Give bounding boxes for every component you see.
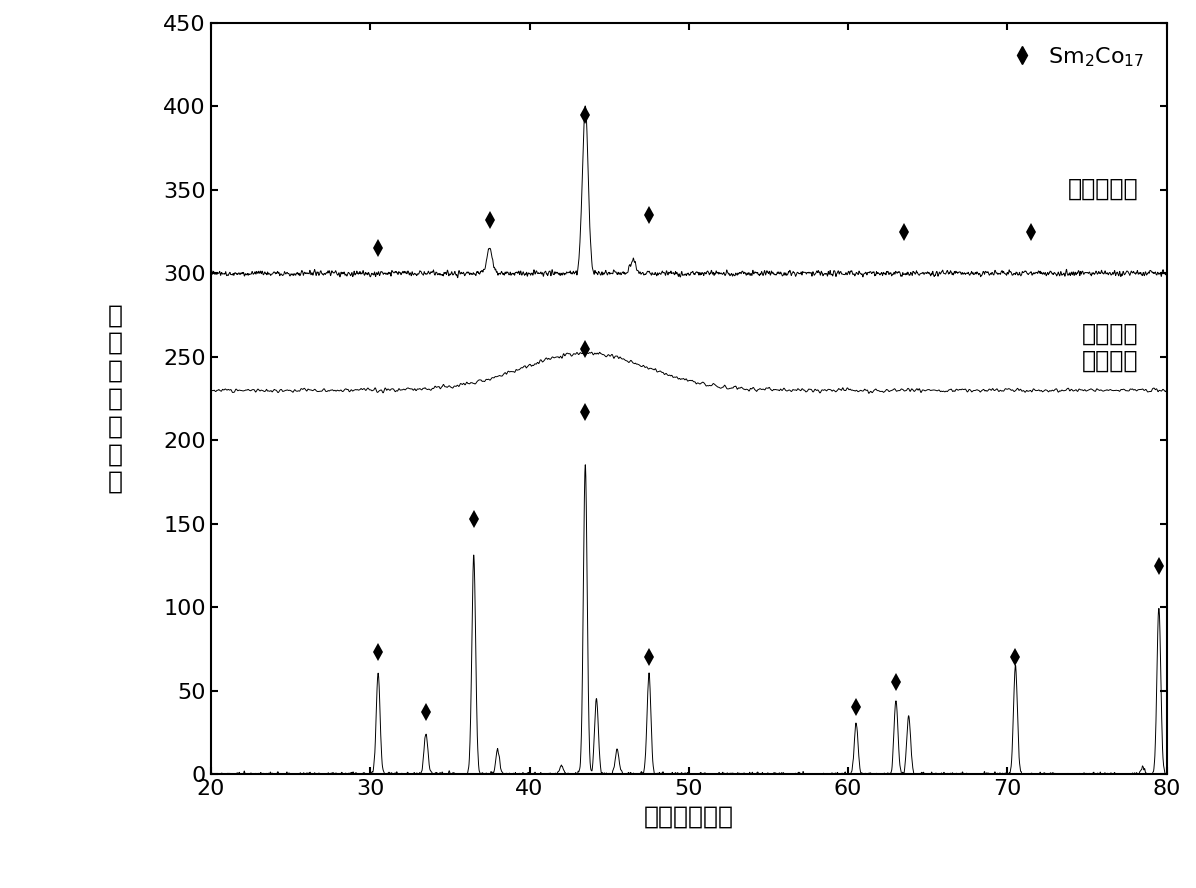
- Text: 非晶粉末: 非晶粉末: [1081, 322, 1139, 346]
- Text: 纳米晶块体: 纳米晶块体: [1068, 176, 1139, 201]
- Text: 合金铸锋: 合金铸锋: [1081, 349, 1139, 373]
- X-axis label: 衅射角（度）: 衅射角（度）: [643, 805, 734, 829]
- Text: 归
一
化
衅
射
强
度: 归 一 化 衅 射 强 度: [108, 303, 123, 494]
- Legend: $\mathdefault{Sm_2Co_{17}}$: $\mathdefault{Sm_2Co_{17}}$: [1001, 34, 1155, 80]
